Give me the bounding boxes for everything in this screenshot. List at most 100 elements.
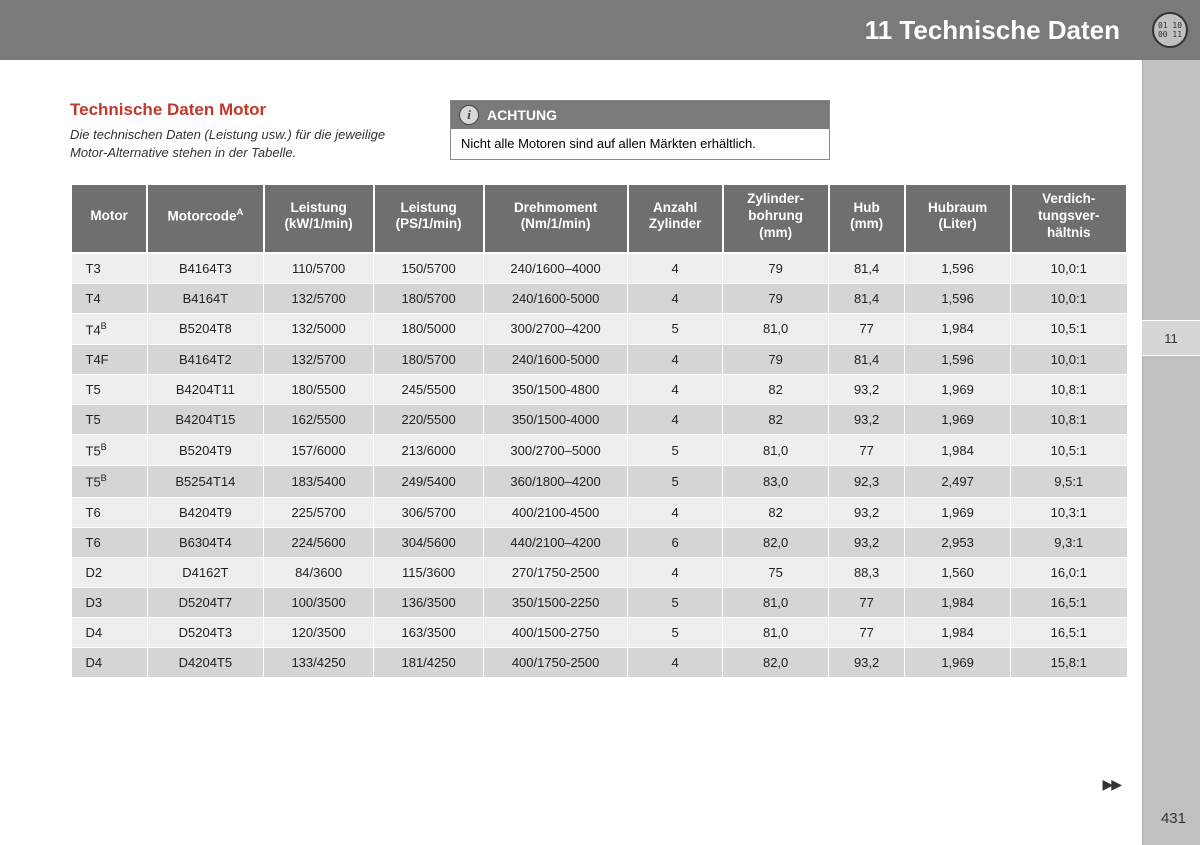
table-cell: 15,8:1 <box>1011 647 1128 677</box>
table-cell: 120/3500 <box>264 617 374 647</box>
table-cell: D4162T <box>147 557 263 587</box>
table-cell: 181/4250 <box>374 647 484 677</box>
table-cell: 2,953 <box>905 527 1011 557</box>
table-column-header: Zylinder-bohrung(mm) <box>723 184 829 253</box>
table-cell: 81,4 <box>829 253 905 284</box>
table-header-row: MotorMotorcodeALeistung(kW/1/min)Leistun… <box>71 184 1127 253</box>
notice-body: Nicht alle Motoren sind auf allen Märkte… <box>451 129 829 159</box>
page-title: 11 Technische Daten <box>865 15 1120 46</box>
table-cell: 4 <box>628 345 723 375</box>
table-cell: 81,0 <box>723 587 829 617</box>
table-cell: 220/5500 <box>374 405 484 435</box>
table-cell: 81,0 <box>723 435 829 466</box>
table-row: D4D5204T3120/3500163/3500400/1500-275058… <box>71 617 1127 647</box>
table-cell: 1,596 <box>905 253 1011 284</box>
table-row: T5BB5204T9157/6000213/6000300/2700–50005… <box>71 435 1127 466</box>
table-cell: 4 <box>628 283 723 313</box>
table-row: T3B4164T3110/5700150/5700240/1600–400047… <box>71 253 1127 284</box>
header-band: 11 Technische Daten <box>0 0 1200 60</box>
table-cell: 304/5600 <box>374 527 484 557</box>
table-cell: 4 <box>628 647 723 677</box>
section-subtitle: Die technischen Daten (Leistung usw.) fü… <box>70 126 410 161</box>
table-column-header: Motor <box>71 184 147 253</box>
table-cell: 4 <box>628 253 723 284</box>
notice-box: i ACHTUNG Nicht alle Motoren sind auf al… <box>450 100 830 160</box>
table-column-header: Hub(mm) <box>829 184 905 253</box>
table-cell: 180/5700 <box>374 283 484 313</box>
table-cell: 225/5700 <box>264 497 374 527</box>
table-cell: B4164T <box>147 283 263 313</box>
badge-line: 00 11 <box>1158 30 1182 39</box>
table-cell: 180/5000 <box>374 313 484 344</box>
table-cell: T5B <box>71 466 147 497</box>
table-cell: 136/3500 <box>374 587 484 617</box>
table-cell: 5 <box>628 466 723 497</box>
table-cell: 82 <box>723 497 829 527</box>
table-cell: 81,0 <box>723 617 829 647</box>
section-title: Technische Daten Motor <box>70 100 410 120</box>
table-cell: 10,5:1 <box>1011 435 1128 466</box>
table-cell: 79 <box>723 345 829 375</box>
table-cell: 82,0 <box>723 527 829 557</box>
table-cell: B4164T3 <box>147 253 263 284</box>
table-cell: 82,0 <box>723 647 829 677</box>
table-cell: T4B <box>71 313 147 344</box>
table-row: D4D4204T5133/4250181/4250400/1750-250048… <box>71 647 1127 677</box>
table-cell: 16,0:1 <box>1011 557 1128 587</box>
table-cell: T4F <box>71 345 147 375</box>
table-cell: 1,984 <box>905 617 1011 647</box>
table-cell: 5 <box>628 587 723 617</box>
table-cell: 245/5500 <box>374 375 484 405</box>
table-cell: D3 <box>71 587 147 617</box>
table-cell: T6 <box>71 527 147 557</box>
table-cell: 1,969 <box>905 375 1011 405</box>
table-cell: 77 <box>829 617 905 647</box>
table-cell: 183/5400 <box>264 466 374 497</box>
binary-badge-icon: 01 10 00 11 <box>1152 12 1188 48</box>
table-cell: T6 <box>71 497 147 527</box>
table-cell: 4 <box>628 375 723 405</box>
table-cell: 4 <box>628 557 723 587</box>
table-cell: 82 <box>723 375 829 405</box>
table-cell: 1,969 <box>905 405 1011 435</box>
table-cell: 93,2 <box>829 497 905 527</box>
table-cell: 163/3500 <box>374 617 484 647</box>
table-cell: 360/1800–4200 <box>484 466 628 497</box>
table-cell: 88,3 <box>829 557 905 587</box>
notice-header: i ACHTUNG <box>451 101 829 129</box>
table-cell: 157/6000 <box>264 435 374 466</box>
table-cell: 9,3:1 <box>1011 527 1128 557</box>
table-cell: 79 <box>723 283 829 313</box>
table-cell: T5 <box>71 375 147 405</box>
table-cell: B5254T14 <box>147 466 263 497</box>
motor-table-head: MotorMotorcodeALeistung(kW/1/min)Leistun… <box>71 184 1127 253</box>
table-cell: 5 <box>628 617 723 647</box>
table-cell: 133/4250 <box>264 647 374 677</box>
table-cell: 350/1500-4800 <box>484 375 628 405</box>
table-cell: D2 <box>71 557 147 587</box>
table-column-header: Leistung(PS/1/min) <box>374 184 484 253</box>
table-cell: 132/5700 <box>264 283 374 313</box>
table-cell: 10,8:1 <box>1011 405 1128 435</box>
table-cell: 224/5600 <box>264 527 374 557</box>
table-cell: 180/5700 <box>374 345 484 375</box>
table-cell: D4 <box>71 617 147 647</box>
table-cell: D4204T5 <box>147 647 263 677</box>
intro-row: Technische Daten Motor Die technischen D… <box>70 100 1120 161</box>
table-cell: 1,560 <box>905 557 1011 587</box>
table-cell: 5 <box>628 435 723 466</box>
table-cell: 1,984 <box>905 435 1011 466</box>
table-row: D3D5204T7100/3500136/3500350/1500-225058… <box>71 587 1127 617</box>
table-cell: 132/5700 <box>264 345 374 375</box>
notice-label: ACHTUNG <box>487 107 557 123</box>
badge-line: 01 10 <box>1158 21 1182 30</box>
table-cell: 10,5:1 <box>1011 313 1128 344</box>
table-row: T4B4164T132/5700180/5700240/1600-5000479… <box>71 283 1127 313</box>
intro-text: Technische Daten Motor Die technischen D… <box>70 100 410 161</box>
table-cell: 84/3600 <box>264 557 374 587</box>
table-cell: 4 <box>628 405 723 435</box>
table-cell: 92,3 <box>829 466 905 497</box>
table-cell: B5204T8 <box>147 313 263 344</box>
table-cell: T4 <box>71 283 147 313</box>
content-area: Technische Daten Motor Die technischen D… <box>0 60 1120 678</box>
